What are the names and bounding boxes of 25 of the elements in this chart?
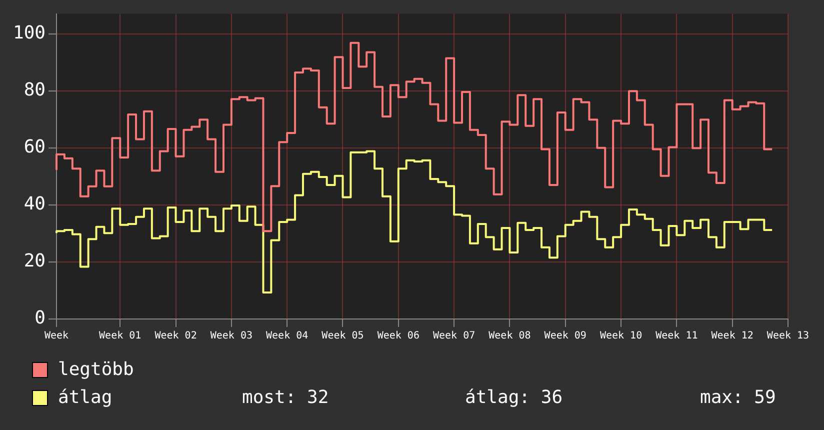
x-tick-label: Week 12 — [711, 330, 754, 342]
legend-label: átlag — [58, 387, 112, 408]
y-tick-label: 100 — [12, 22, 46, 44]
x-tick-label: Week 02 — [154, 330, 197, 342]
y-tick-label: 0 — [34, 308, 46, 329]
x-tick-label: Week 04 — [266, 330, 308, 342]
x-tick-label: Week 05 — [322, 330, 364, 342]
x-tick-label: Week 13 — [766, 330, 810, 342]
x-tick-label: Week 09 — [544, 330, 586, 342]
x-tick-label: Week 03 — [210, 330, 253, 342]
y-tick-label: 60 — [24, 136, 46, 158]
text: max: 59 — [700, 387, 776, 408]
x-tick-label: Week 01 — [99, 330, 142, 342]
y-tick-label: 40 — [24, 194, 46, 215]
y-tick-label: 80 — [24, 79, 46, 100]
text: most: 32 — [242, 387, 329, 408]
x-tick-label: Week 11 — [656, 330, 698, 342]
legend-label: legtöbb — [58, 359, 134, 380]
x-tick-label: Week 08 — [488, 330, 531, 342]
x-tick-label: Week 10 — [600, 330, 642, 342]
x-tick-label: Week 06 — [377, 330, 420, 342]
text: átlag: 36 — [465, 387, 563, 408]
x-tick-label: Week 07 — [432, 330, 476, 342]
y-tick-label: 20 — [24, 250, 46, 272]
x-tick-label: Week — [44, 330, 69, 342]
